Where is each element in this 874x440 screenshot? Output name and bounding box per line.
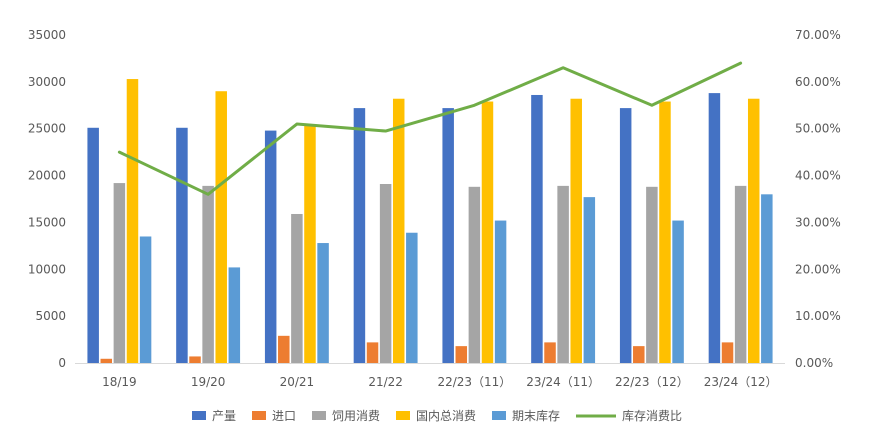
y-right-tick-label: 60.00%	[795, 75, 841, 89]
bar-series-3-5	[570, 98, 582, 364]
y-left-tick-label: 30000	[28, 75, 66, 89]
y-left-tick-label: 25000	[28, 122, 66, 136]
legend-label-5: 库存消费比	[622, 408, 682, 423]
bar-series-4-4	[494, 220, 507, 363]
bar-series-0-7	[708, 93, 721, 364]
bar-series-1-1	[189, 356, 201, 363]
bar-series-0-5	[531, 94, 543, 363]
legend-swatch-1	[252, 411, 266, 420]
legend-label-3: 国内总消费	[416, 409, 476, 423]
x-tick-label: 18/19	[102, 375, 137, 389]
bar-series-4-6	[672, 220, 684, 363]
x-tick-label: 23/24（11）	[526, 375, 600, 389]
bar-series-2-4	[468, 186, 481, 363]
y-left-tick-label: 0	[58, 356, 66, 370]
bar-series-2-1	[202, 185, 214, 363]
bar-series-3-3	[392, 98, 405, 364]
bar-series-4-3	[406, 232, 418, 363]
y-left-tick-label: 15000	[28, 215, 66, 229]
bar-series-3-6	[659, 101, 671, 363]
bar-series-1-7	[721, 342, 734, 363]
y-right-tick-label: 50.00%	[795, 122, 841, 136]
legend-label-1: 进口	[272, 409, 296, 423]
bar-series-0-4	[442, 108, 454, 364]
x-tick-label: 22/23（11）	[437, 375, 511, 389]
x-tick-label: 22/23（12）	[615, 375, 689, 389]
bar-series-2-6	[646, 186, 658, 363]
bar-series-2-3	[379, 184, 392, 363]
bar-series-2-0	[113, 183, 126, 363]
legend-label-4: 期末库存	[512, 408, 560, 423]
x-tick-label: 20/21	[280, 375, 315, 389]
y-right-tick-label: 10.00%	[795, 309, 841, 323]
bar-series-3-4	[481, 101, 494, 363]
legend-swatch-0	[192, 411, 206, 420]
y-left-tick-label: 10000	[28, 262, 66, 276]
legend-swatch-3	[396, 411, 410, 420]
bar-series-4-5	[583, 197, 596, 363]
bar-series-1-2	[278, 335, 290, 363]
bar-series-1-6	[633, 346, 645, 363]
legend-swatch-4	[492, 411, 506, 420]
line-series-5	[117, 61, 743, 196]
bar-series-3-1	[215, 91, 227, 363]
x-tick-label: 21/22	[368, 375, 403, 389]
bar-series-4-7	[761, 194, 773, 363]
x-tick-label: 23/24（12）	[704, 375, 778, 389]
y-left-tick-label: 35000	[28, 28, 66, 42]
y-right-tick-label: 20.00%	[795, 262, 841, 276]
y-left-tick-label: 5000	[35, 309, 66, 323]
bar-series-4-1	[228, 267, 241, 363]
bar-series-0-6	[619, 108, 632, 364]
bar-series-3-0	[126, 79, 139, 363]
y-right-tick-label: 0.00%	[795, 356, 833, 370]
y-left-tick-label: 20000	[28, 169, 66, 183]
legend-swatch-2	[312, 411, 326, 420]
y-right-tick-label: 30.00%	[795, 215, 841, 229]
bar-series-0-2	[264, 130, 277, 363]
bar-series-2-7	[734, 185, 747, 363]
legend-label-0: 产量	[212, 409, 236, 423]
bar-series-1-0	[100, 358, 113, 363]
bar-series-0-1	[176, 127, 188, 363]
bar-series-0-0	[87, 127, 99, 363]
x-tick-label: 19/20	[191, 375, 226, 389]
y-right-tick-label: 40.00%	[795, 169, 841, 183]
bar-series-2-5	[557, 185, 569, 363]
bar-series-4-0	[139, 236, 152, 363]
bar-series-3-7	[747, 98, 760, 364]
legend-label-2: 饲用消费	[332, 409, 380, 423]
bar-series-1-3	[366, 342, 379, 363]
bar-series-2-2	[291, 213, 303, 363]
bar-series-0-3	[353, 108, 366, 364]
bar-series-4-2	[317, 243, 329, 363]
y-right-tick-label: 70.00%	[795, 28, 841, 42]
bar-series-1-5	[544, 342, 556, 363]
bar-series-3-2	[304, 124, 316, 364]
bar-series-1-4	[455, 346, 468, 363]
